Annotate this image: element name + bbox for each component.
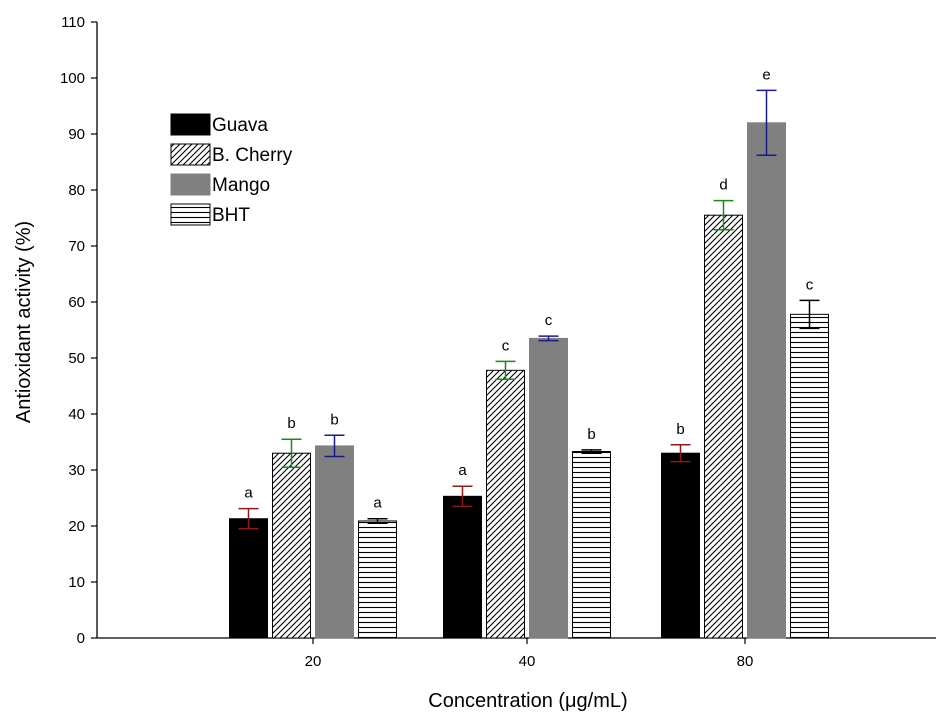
y-tick-label: 90: [68, 126, 85, 143]
y-tick-label: 60: [68, 294, 85, 311]
legend: Guava B. Cherry Mango BHT: [171, 114, 293, 226]
legend-label: BHT: [212, 205, 250, 226]
significance-label: c: [806, 276, 814, 293]
y-tick-label: 70: [68, 238, 85, 255]
significance-label: e: [762, 66, 770, 83]
y-tick-label: 0: [77, 630, 85, 647]
y-tick-label: 30: [68, 462, 85, 479]
legend-label: Mango: [212, 175, 270, 196]
bar-mango-20: [316, 446, 354, 638]
significance-label: d: [719, 177, 727, 194]
bar-guava-40: [444, 496, 482, 638]
bar-b-cherry-40: [487, 370, 525, 638]
x-tick-label: 80: [737, 653, 754, 670]
bar-guava-20: [230, 519, 268, 638]
bar-bht-40: [573, 452, 611, 638]
bar-b-cherry-20: [273, 453, 311, 638]
significance-label: b: [330, 411, 338, 428]
y-tick-label: 20: [68, 518, 85, 535]
significance-label: b: [287, 415, 295, 432]
legend-swatch: [171, 174, 210, 195]
x-tick-label: 20: [305, 653, 322, 670]
significance-label: a: [458, 462, 467, 479]
legend-swatch: [171, 144, 210, 165]
significance-label: a: [244, 485, 253, 502]
significance-label: b: [676, 421, 684, 438]
y-tick-label: 80: [68, 182, 85, 199]
y-axis-label: Antioxidant activity (%): [13, 221, 35, 423]
bar-bht-80: [791, 314, 829, 638]
y-tick-label: 40: [68, 406, 85, 423]
y-tick-label: 50: [68, 350, 85, 367]
bar-guava-80: [662, 453, 700, 638]
bar-bht-20: [359, 521, 397, 638]
y-tick-label: 10: [68, 574, 85, 591]
significance-label: b: [587, 426, 595, 443]
bar-mango-80: [748, 123, 786, 638]
bar-b-cherry-80: [705, 215, 743, 638]
significance-label: c: [502, 337, 510, 354]
bars: a a b b c d b c e a b c: [230, 66, 829, 638]
y-tick-label: 100: [60, 70, 85, 87]
legend-swatch: [171, 114, 210, 135]
legend-label: Guava: [212, 115, 268, 136]
significance-label: c: [545, 312, 553, 329]
x-axis-label: Concentration (μg/mL): [428, 690, 627, 712]
significance-label: a: [373, 495, 382, 512]
bar-mango-40: [530, 338, 568, 638]
y-tick-label: 110: [61, 14, 85, 31]
x-tick-label: 40: [519, 653, 536, 670]
legend-label: B. Cherry: [212, 145, 293, 166]
legend-swatch: [171, 204, 210, 225]
